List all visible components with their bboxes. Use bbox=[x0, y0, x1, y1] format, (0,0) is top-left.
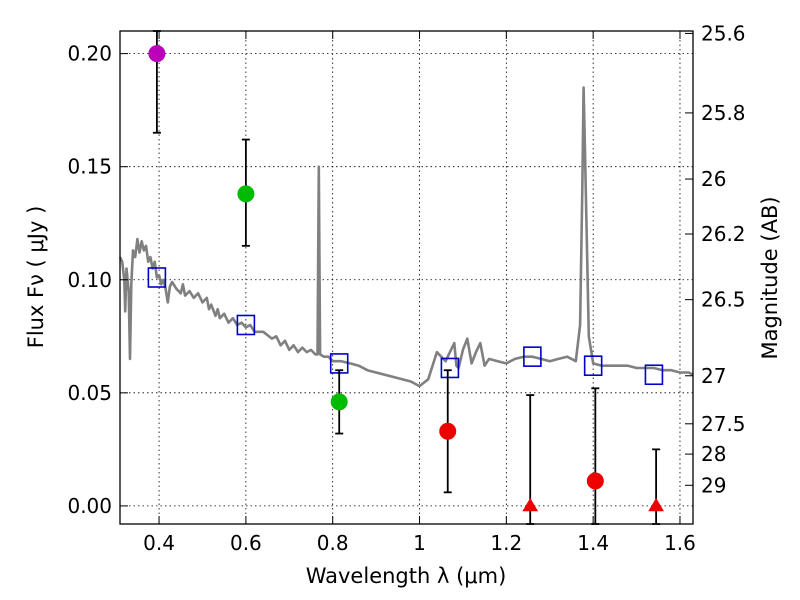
y2-axis-label: Magnitude (AB) bbox=[758, 196, 782, 359]
model-photometry-square bbox=[236, 314, 256, 336]
x-tick-label: 0.4 bbox=[143, 531, 175, 555]
y2-tick-label: 25.8 bbox=[701, 101, 746, 125]
y-tick-label: 0.20 bbox=[67, 42, 112, 66]
y2-tick-label: 27.5 bbox=[701, 412, 746, 436]
y-tick-label: 0.05 bbox=[67, 381, 112, 405]
tick-labels: 0.4 0.6 0.8 1 1.2 1.4 1.6 0.00 0.05 0.10 0.15 0.20 2… bbox=[67, 21, 745, 555]
model-photometry-square bbox=[440, 357, 460, 379]
x-tick-label: 1.6 bbox=[664, 531, 696, 555]
y2-tick-label: 27 bbox=[701, 364, 726, 388]
model-spectrum-layer bbox=[118, 86, 694, 388]
model-photometry-square bbox=[583, 355, 603, 376]
ticks bbox=[120, 31, 693, 524]
y2-tick-label: 26.5 bbox=[701, 288, 746, 312]
observed-photometry-point bbox=[237, 185, 255, 203]
y2-tick-label: 26.2 bbox=[701, 222, 746, 246]
grid bbox=[120, 31, 693, 524]
y2-tick-label: 29 bbox=[701, 473, 726, 497]
y-axis-label: Flux Fν ( μJy ) bbox=[24, 206, 48, 349]
model-photometry-square bbox=[644, 364, 664, 386]
upper-limit-triangle bbox=[648, 497, 664, 512]
y-tick-label: 0.10 bbox=[67, 268, 112, 292]
observed-photometry-point bbox=[586, 472, 604, 490]
y2-tick-label: 25.6 bbox=[701, 21, 746, 45]
x-tick-label: 1 bbox=[413, 531, 426, 555]
model-photometry-square bbox=[523, 346, 542, 367]
observed-photometry-point bbox=[439, 422, 457, 440]
model-photometry-square bbox=[147, 267, 167, 288]
observed-photometry-point bbox=[148, 45, 166, 63]
y2-tick-label: 26 bbox=[701, 167, 726, 191]
y-tick-label: 0.15 bbox=[67, 155, 112, 179]
observed-photometry-point bbox=[330, 393, 348, 411]
upper-limit-triangle bbox=[522, 497, 539, 512]
plot-frame bbox=[119, 30, 694, 525]
x-tick-label: 1.4 bbox=[577, 531, 609, 555]
y2-tick-label: 28 bbox=[701, 442, 726, 466]
y-tick-label: 0.00 bbox=[67, 494, 112, 518]
x-axis-label: Wavelength λ (μm) bbox=[306, 564, 507, 588]
x-tick-label: 0.8 bbox=[317, 531, 349, 555]
model-spectrum-line bbox=[118, 86, 694, 388]
x-tick-label: 0.6 bbox=[230, 531, 262, 555]
x-tick-label: 1.2 bbox=[490, 531, 522, 555]
